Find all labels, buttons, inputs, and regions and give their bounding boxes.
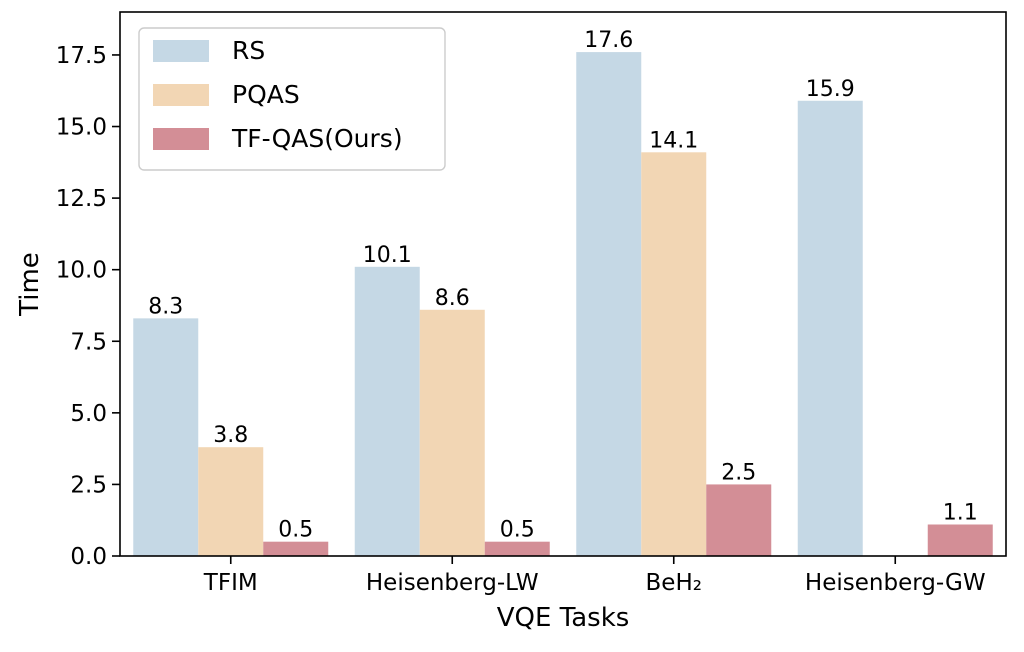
bar-tf-qas-ours--1 [263, 541, 329, 556]
bar-tf-qas-ours--2 [484, 541, 550, 556]
y-tick-label: 2.5 [70, 472, 107, 498]
x-tick-label: TFIM [203, 570, 258, 596]
y-tick-label: 15.0 [56, 115, 107, 141]
data-label: 0.5 [278, 518, 313, 543]
data-label: 8.3 [148, 294, 183, 319]
bar-rs-3 [576, 52, 642, 557]
y-tick-label: 10.0 [56, 258, 107, 284]
bar-tf-qas-ours--4 [927, 524, 993, 556]
data-label: 8.6 [435, 286, 470, 311]
data-label: 15.9 [806, 77, 855, 102]
bar-tf-qas-ours--3 [706, 484, 772, 556]
legend-swatch [153, 84, 209, 106]
data-labels-layer: 8.3 10.1 17.6 15.9 3.8 8.6 14.1 0.5 0.5 2.5 1.1 [148, 28, 978, 543]
plot-frame [119, 11, 1007, 557]
x-tick-label: Heisenberg-GW [805, 570, 986, 596]
data-label: 10.1 [363, 243, 412, 268]
x-tick-label: Heisenberg-LW [366, 570, 539, 596]
legend-box [138, 27, 446, 171]
bar-pqas-2 [419, 309, 485, 556]
x-axis: TFIM Heisenberg-LW BeH₂ Heisenberg-GW [203, 556, 986, 596]
legend-swatch [153, 128, 209, 150]
x-axis-label: VQE Tasks [497, 603, 630, 633]
y-axis: 0.0 2.5 5.0 7.5 10.0 12.5 15.0 17.5 [56, 43, 120, 570]
data-label: 1.1 [943, 501, 978, 526]
legend-label: TF-QAS(Ours) [231, 124, 403, 153]
data-label: 2.5 [721, 460, 756, 485]
bars-layer [133, 52, 993, 557]
bar-pqas-3 [641, 152, 707, 556]
y-axis-label: Time [15, 252, 45, 317]
legend-label: PQAS [232, 80, 300, 109]
data-label: 14.1 [649, 128, 698, 153]
legend-swatch [153, 40, 209, 62]
bar-pqas-1 [198, 447, 264, 556]
y-tick-label: 7.5 [70, 329, 107, 355]
x-tick-label: BeH₂ [646, 570, 702, 596]
legend: RS PQAS TF-QAS(Ours) [138, 27, 446, 171]
y-tick-label: 0.0 [70, 544, 107, 570]
data-label: 0.5 [500, 518, 535, 543]
bar-rs-4 [797, 100, 863, 556]
y-tick-label: 5.0 [70, 401, 107, 427]
data-label: 3.8 [213, 423, 248, 448]
y-tick-label: 12.5 [56, 186, 107, 212]
data-label: 17.6 [584, 28, 633, 53]
legend-label: RS [232, 36, 265, 65]
bar-rs-2 [354, 266, 420, 556]
bar-rs-1 [133, 318, 199, 556]
y-tick-label: 17.5 [56, 43, 107, 69]
